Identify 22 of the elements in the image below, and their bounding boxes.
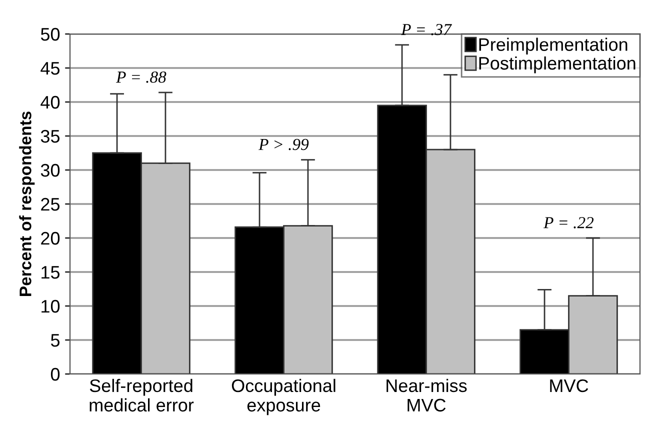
x-tick-label: Near-miss MVC [386,378,467,412]
legend-label: Preimplementation [479,38,628,55]
x-tick-label: Occupational exposure [232,378,336,416]
y-tick-label: 5 [50,334,60,347]
y-tick-label: 35 [40,130,60,143]
y-tick-label: 0 [50,368,60,381]
annotation: P = .88 [116,72,166,83]
legend-label: Postimplementation [479,56,636,74]
y-tick-label: 50 [40,28,60,41]
y-tick-label: 15 [42,266,60,279]
y-tick-label: 25 [41,198,60,211]
x-tick-label: Self-reported medical error [90,378,194,412]
y-tick-label: 20 [41,232,60,245]
x-tick-label: MVC [550,379,588,392]
y-tick-label: 10 [42,300,60,313]
y-tick-label: 30 [40,164,60,177]
annotation: P > .99 [258,138,309,150]
y-axis-title: Percent of respondents [19,112,35,296]
y-tick-label: 45 [40,62,60,75]
y-tick-label: 40 [40,96,60,109]
annotation: P = .37 [401,24,452,36]
annotation: P = .22 [544,217,594,228]
